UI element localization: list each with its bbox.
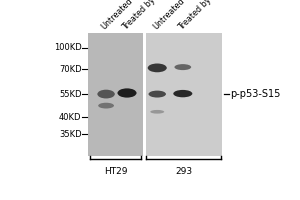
Text: 100KD: 100KD <box>54 43 81 52</box>
Ellipse shape <box>148 64 167 72</box>
Text: Untreated: Untreated <box>151 0 186 32</box>
Text: 70KD: 70KD <box>59 65 81 74</box>
Text: 293: 293 <box>175 167 192 176</box>
Bar <box>88 33 142 156</box>
Ellipse shape <box>173 90 192 97</box>
Ellipse shape <box>118 88 136 98</box>
Text: Treated by UV: Treated by UV <box>121 0 167 32</box>
Text: Treated by UV+Serum: Treated by UV+Serum <box>176 0 246 32</box>
Ellipse shape <box>98 103 114 109</box>
Ellipse shape <box>174 64 191 70</box>
Text: HT29: HT29 <box>103 167 127 176</box>
Text: p-p53-S15: p-p53-S15 <box>230 89 281 99</box>
Ellipse shape <box>150 110 164 114</box>
Bar <box>146 33 222 156</box>
Text: 40KD: 40KD <box>59 113 81 122</box>
Text: 55KD: 55KD <box>59 90 81 99</box>
Text: 35KD: 35KD <box>59 130 81 139</box>
Ellipse shape <box>148 91 166 98</box>
Ellipse shape <box>98 90 115 98</box>
Text: Untreated: Untreated <box>100 0 135 32</box>
